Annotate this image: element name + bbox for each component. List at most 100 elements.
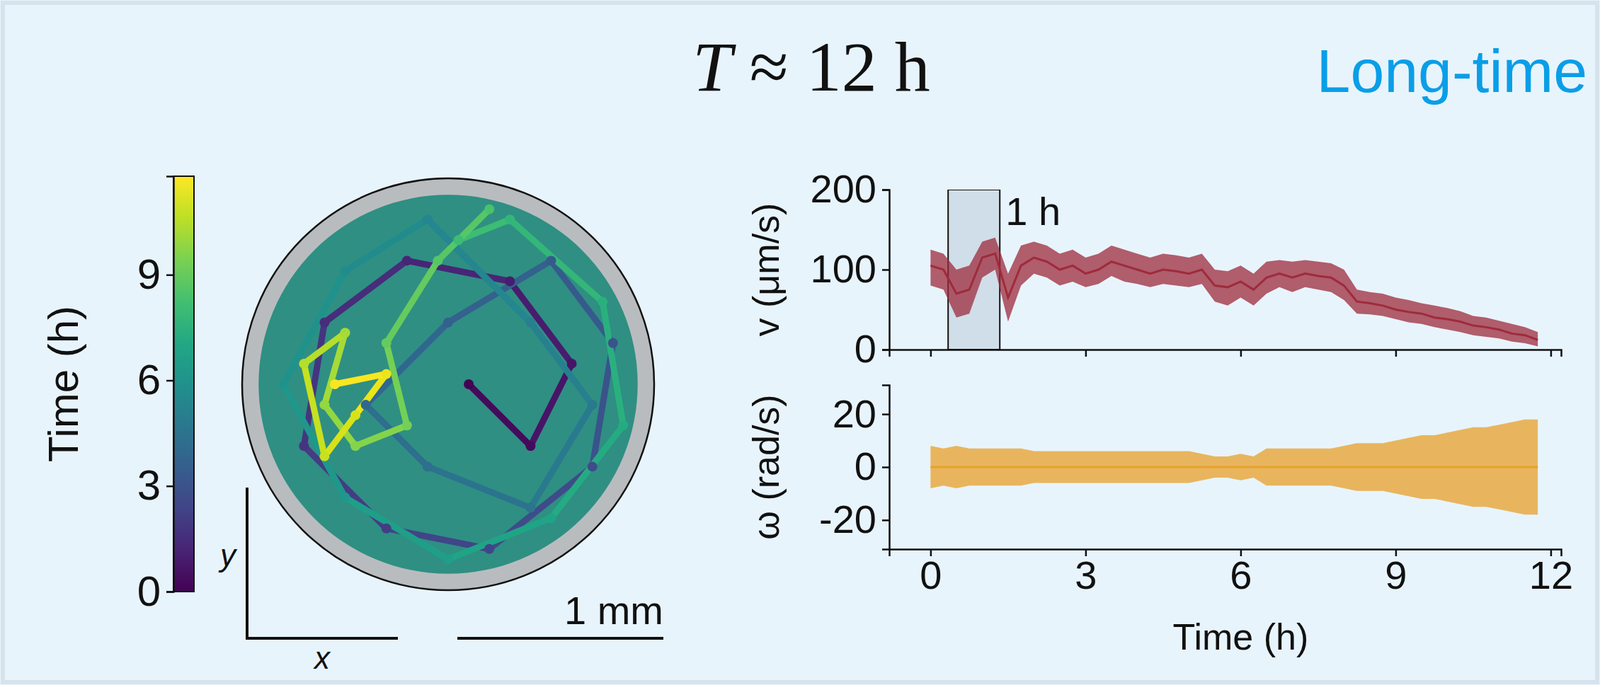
trajectory-segment — [345, 497, 449, 560]
tick-mark — [1240, 349, 1243, 357]
tick-mark — [166, 485, 174, 488]
series-band — [930, 419, 1538, 516]
x-axis-title: Time (h) — [1173, 616, 1310, 658]
trajectory-point — [546, 255, 557, 266]
axis-line — [166, 176, 175, 593]
y-axis-title: ω (rad/s) — [745, 394, 787, 540]
tick-mark — [166, 591, 174, 594]
axis-line — [882, 385, 890, 551]
trajectory-segment — [530, 322, 592, 405]
tick-label: 100 — [810, 246, 877, 291]
tick-label: 6 — [137, 356, 161, 404]
tick-mark — [882, 519, 890, 522]
panel-background — [2, 2, 1598, 683]
tick-label: 0 — [137, 567, 161, 616]
plot-area — [930, 419, 1538, 516]
plot-area — [930, 189, 1538, 350]
trajectory-segment — [509, 281, 572, 364]
trajectory-segment — [355, 425, 408, 447]
tick — [1550, 349, 1552, 357]
trajectory-point — [319, 451, 330, 462]
tick: -20 — [819, 496, 890, 542]
trajectory-point — [608, 338, 619, 349]
trajectory-point — [319, 317, 330, 328]
tick-label: 3 — [137, 461, 161, 510]
tick-mark — [1550, 349, 1553, 357]
trajectory-segment — [366, 322, 449, 405]
trajectory-segment — [468, 384, 531, 447]
trajectory-point — [432, 255, 443, 266]
trajectory-segment — [386, 343, 408, 426]
trajectory-point — [484, 204, 495, 215]
tick-label: 9 — [1384, 552, 1407, 598]
x-axis: 0 3 6 9 12 — [889, 549, 1574, 598]
scale-bar-label: 1 mm — [564, 588, 664, 633]
tick — [1240, 349, 1242, 357]
y-axis: -20020 — [819, 385, 890, 551]
arena — [242, 178, 655, 591]
tick: 12 — [1529, 549, 1574, 598]
tick-mark — [882, 269, 890, 272]
axis-line — [882, 190, 890, 351]
trajectory-segment — [427, 219, 531, 323]
x-axis — [889, 349, 1562, 357]
figure: T ≈ 12 hLong-time0369Time (h)xy1 mm1 h01… — [0, 0, 1600, 685]
tick — [1395, 349, 1397, 357]
tick-label: 0 — [854, 326, 877, 371]
tick-label: 6 — [1229, 552, 1252, 598]
trajectory-point — [618, 420, 628, 431]
colorbar-label: Time (h) — [39, 305, 88, 463]
trajectory-segment — [386, 260, 439, 343]
tick-label: 3 — [1074, 552, 1097, 598]
tick — [1085, 349, 1087, 357]
colorbar — [173, 176, 194, 592]
trajectory-point — [443, 317, 454, 328]
tick: 0 — [137, 567, 174, 616]
tick-mark — [1085, 349, 1088, 357]
series-band — [930, 237, 1538, 347]
arena-floor — [258, 194, 638, 574]
trajectory-point — [504, 276, 515, 287]
trajectory-point — [587, 461, 598, 472]
trajectory-point — [484, 544, 495, 555]
trajectory-point — [278, 379, 289, 390]
trajectory-segment — [509, 219, 603, 302]
tick: 0 — [854, 326, 890, 371]
trajectory-segment — [448, 518, 552, 560]
trajectory-point — [597, 297, 608, 308]
tick: 0 — [854, 443, 890, 489]
trajectory-point — [525, 441, 536, 451]
trajectory-point — [319, 400, 330, 410]
axis-indicator — [245, 637, 398, 640]
trajectory-segment — [530, 404, 592, 509]
tick-mark — [166, 274, 174, 277]
axis-indicator — [245, 487, 249, 639]
trajectory-point — [422, 214, 433, 225]
trajectory-segment — [324, 415, 356, 457]
tick — [930, 349, 931, 357]
trajectory-point — [453, 235, 464, 245]
tick-mark — [166, 380, 174, 383]
axis-line — [889, 550, 1562, 558]
trajectory-point — [340, 492, 351, 503]
trajectory-segment — [334, 373, 387, 385]
trajectory-point — [340, 327, 351, 338]
trajectory-point — [298, 441, 309, 451]
subtitle: Long-time — [1316, 36, 1588, 105]
tick-mark — [882, 189, 890, 192]
tick: 0 — [919, 549, 942, 598]
trajectory-point — [350, 410, 361, 421]
title: T ≈ 12 h — [692, 27, 931, 107]
trajectory-segment — [437, 209, 490, 262]
trajectory-point — [443, 554, 454, 565]
trajectory-point — [340, 266, 351, 277]
trajectory-point — [567, 358, 577, 369]
trajectory-segment — [407, 260, 511, 282]
tick: 3 — [137, 461, 174, 510]
colorbar-axis: 0369 — [137, 176, 175, 616]
trajectory-segment — [551, 260, 614, 343]
series-line — [930, 253, 1538, 340]
trajectory-point — [525, 317, 536, 328]
y-axis: 0100200 — [810, 166, 890, 371]
trajectory-point — [587, 400, 598, 410]
